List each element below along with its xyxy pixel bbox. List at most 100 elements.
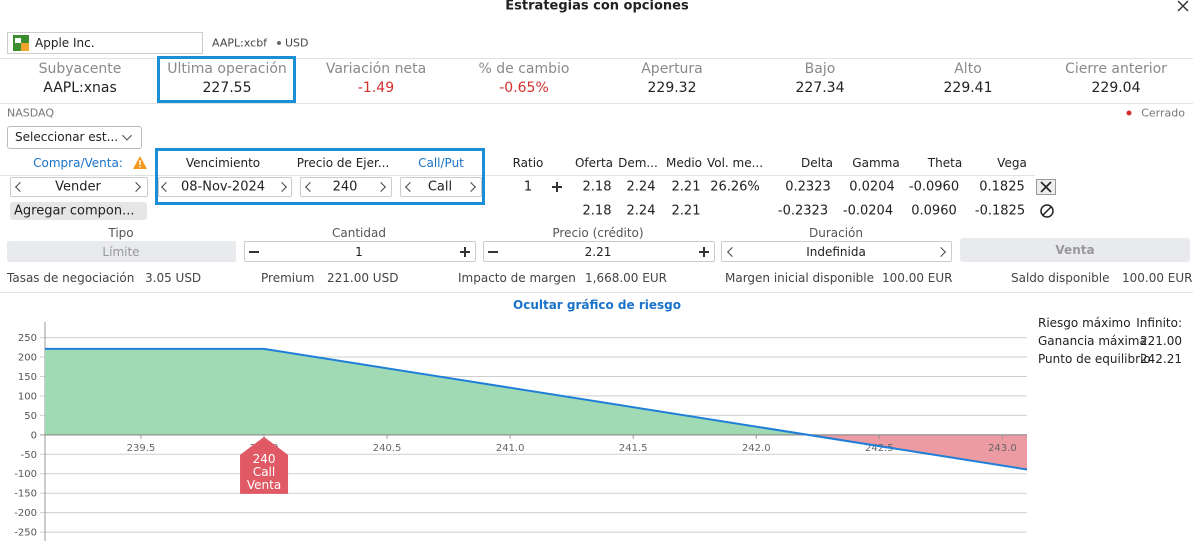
y-tick-label: 150 <box>18 372 37 383</box>
order-label: Duración <box>808 226 864 240</box>
y-tick-label: -150 <box>14 489 37 500</box>
y-tick-label: 0 <box>31 430 37 441</box>
stepper[interactable] <box>300 177 392 197</box>
leg-vega: 0.1825 <box>979 179 1025 195</box>
quote-value: -0.65% <box>499 80 549 96</box>
quote-value: AAPL:xnas <box>43 80 117 96</box>
stepper[interactable] <box>483 241 715 262</box>
leg-type[interactable]: Call <box>427 179 453 195</box>
quote-label: Bajo <box>804 61 836 77</box>
divider <box>0 58 1193 59</box>
market-status: Cerrado <box>1141 106 1185 120</box>
total-vega: -0.1825 <box>974 203 1026 219</box>
payoff-line <box>45 347 1028 471</box>
order-type-box[interactable] <box>7 241 236 262</box>
leg-ratio: 1 <box>523 179 533 195</box>
column-header: Oferta <box>574 156 614 170</box>
remove-leg-button[interactable] <box>1036 179 1056 195</box>
column-header: Medio <box>665 156 703 170</box>
leg-marker-label: 240 <box>253 452 276 466</box>
leg-side[interactable]: Vender <box>55 179 101 195</box>
summary-label: Tasas de negociación <box>7 271 135 285</box>
summary-value: 100.00 EUR <box>882 271 953 285</box>
y-tick-label: 250 <box>18 333 37 344</box>
y-tick-label: -250 <box>14 528 37 539</box>
strategy-select[interactable] <box>7 126 142 149</box>
instrument-name: Apple Inc. <box>35 36 95 50</box>
stepper[interactable] <box>721 241 952 262</box>
order-label: Tipo <box>108 226 134 240</box>
order-duration[interactable]: Indefinida <box>806 245 866 259</box>
summary-label: Premium <box>261 271 315 285</box>
risk-value: 221.00 <box>1140 334 1182 348</box>
leg-theta: -0.0960 <box>908 179 960 195</box>
total-delta: -0.2323 <box>777 203 829 219</box>
instrument-box[interactable] <box>7 32 203 54</box>
column-header: Theta <box>927 156 963 170</box>
x-tick-label: 242.5 <box>865 443 894 454</box>
column-header: Gamma <box>852 156 900 170</box>
minus-button[interactable] <box>488 251 498 253</box>
y-tick-label: -200 <box>14 508 37 519</box>
leg-marker <box>240 436 289 494</box>
order-quantity[interactable]: 1 <box>355 245 363 259</box>
summary-value: 221.00 USD <box>327 271 399 285</box>
summary-value: 1,668.00 EUR <box>585 271 667 285</box>
quote-label: Variación neta <box>325 61 427 77</box>
summary-value: 3.05 USD <box>145 271 202 285</box>
divider <box>0 292 1193 293</box>
quote-label: Alto <box>954 61 982 77</box>
quote-value: 229.04 <box>1091 80 1141 96</box>
status-dot <box>1126 110 1132 116</box>
leg-bid: 2.18 <box>582 179 612 195</box>
toggle-risk-chart[interactable]: Ocultar gráfico de riesgo <box>513 298 681 312</box>
warning-icon <box>133 156 147 169</box>
column-header: Delta <box>800 156 834 170</box>
column-header: Vega <box>997 156 1027 170</box>
risk-value: 242.21 <box>1140 352 1182 366</box>
submit-button[interactable] <box>960 238 1190 262</box>
column-header: Vencimiento <box>185 156 261 170</box>
quote-value: 227.34 <box>795 80 845 96</box>
leg-marker-label: Call <box>253 465 275 479</box>
bar-part <box>556 182 558 192</box>
y-tick-label: 200 <box>18 353 37 364</box>
stepper[interactable] <box>244 241 476 262</box>
minus-button[interactable] <box>249 251 259 253</box>
x-tick-label: 241.0 <box>496 443 525 454</box>
bar-part <box>464 247 466 257</box>
submit-text[interactable]: Venta <box>1055 243 1095 257</box>
add-component-button[interactable] <box>10 202 147 220</box>
instrument-currency: USD <box>285 36 309 50</box>
leg-ask: 2.24 <box>626 179 656 195</box>
leg-vol: 26.26% <box>710 179 760 195</box>
x-tick-label: 239.5 <box>127 443 156 454</box>
stepper[interactable] <box>10 177 148 197</box>
risk-label: Ganancia máxima <box>1038 334 1147 348</box>
add-component-text[interactable]: Agregar compon... <box>14 203 135 219</box>
stepper[interactable] <box>400 177 482 197</box>
leg-strike[interactable]: 240 <box>332 179 358 195</box>
column-header: Precio de Ejer... <box>296 156 390 170</box>
stepper[interactable] <box>158 177 292 197</box>
exchange: NASDAQ <box>7 106 55 120</box>
leg-expiry[interactable]: 08-Nov-2024 <box>180 179 266 195</box>
separator-dot <box>277 41 281 45</box>
close-button[interactable] <box>1177 0 1189 12</box>
strategy-select-text[interactable]: Seleccionar est... <box>15 130 119 144</box>
x-tick-label: 241.5 <box>619 443 648 454</box>
instrument-icon <box>13 35 29 51</box>
disabled-icon <box>1040 204 1054 218</box>
order-price[interactable]: 2.21 <box>584 245 612 259</box>
quote-label: % de cambio <box>478 61 570 77</box>
x-tick-label: 240.5 <box>373 443 402 454</box>
total-gamma: -0.0204 <box>842 203 894 219</box>
divider <box>0 175 1035 176</box>
y-tick-label: 50 <box>24 411 37 422</box>
divider <box>0 103 1193 104</box>
total-bid: 2.18 <box>582 203 612 219</box>
quote-label: Ultima operación <box>167 61 287 77</box>
summary-label: Margen inicial disponible <box>725 271 874 285</box>
total-ask: 2.24 <box>626 203 656 219</box>
